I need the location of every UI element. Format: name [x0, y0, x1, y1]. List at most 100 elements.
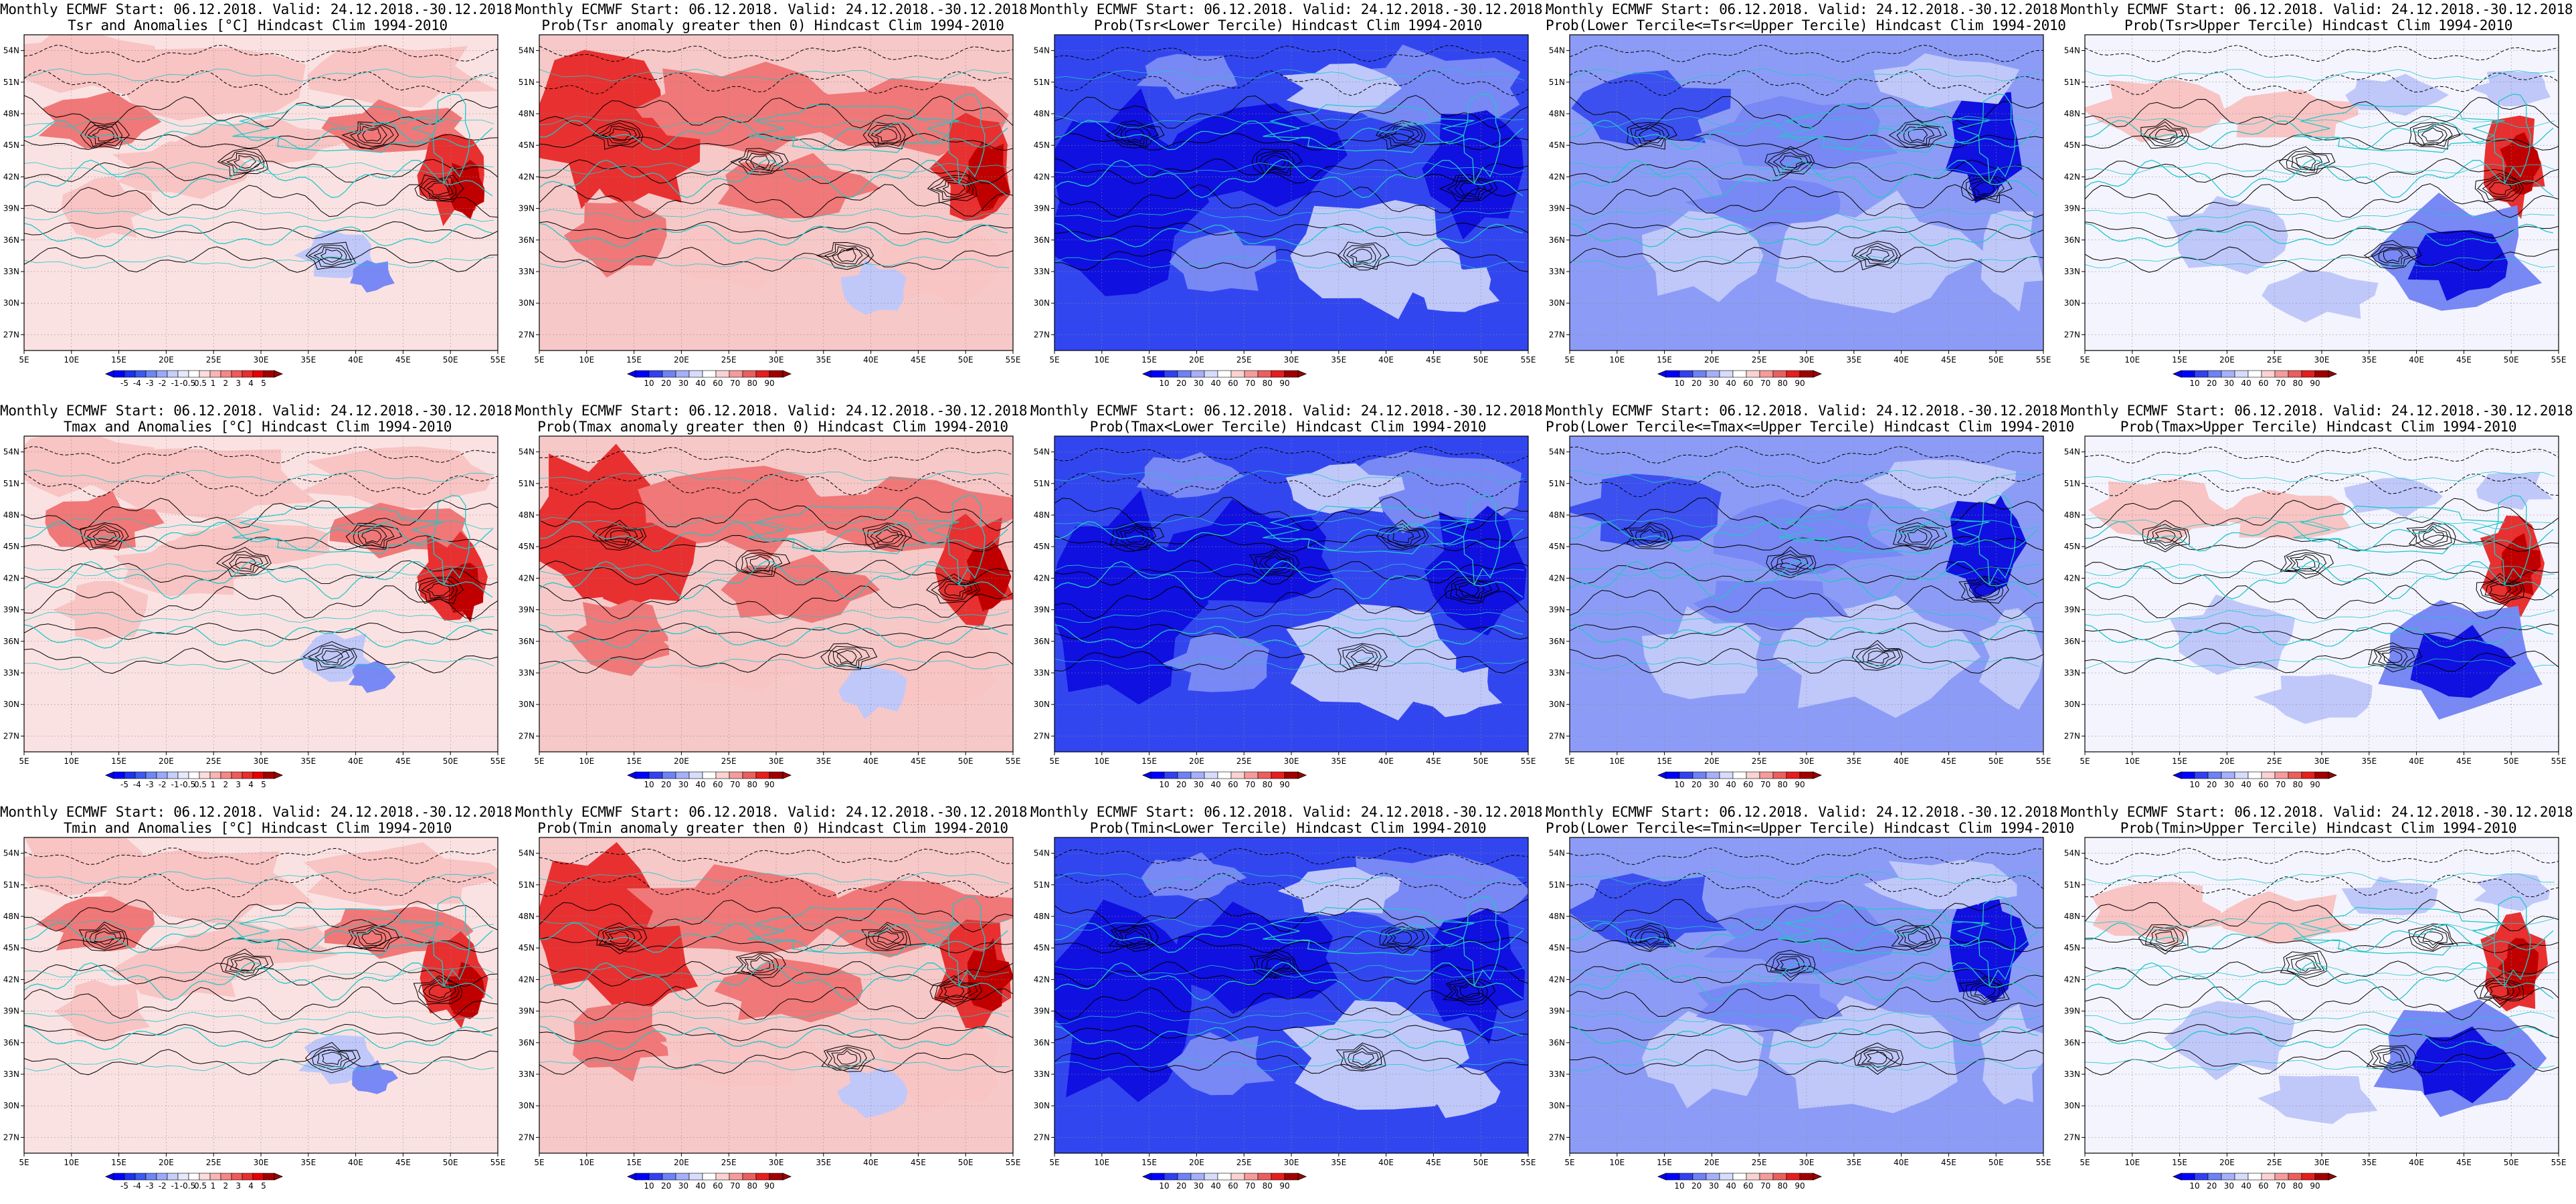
lat-tick-label: 33N: [2064, 668, 2080, 678]
map-frame: [1054, 837, 1529, 1154]
colorbar-label: 2: [223, 379, 228, 388]
colorbar-label: 60: [1743, 1181, 1753, 1191]
contour-line: [2085, 183, 2559, 218]
contour-ring: [426, 583, 451, 597]
colorbar-label: 30: [2224, 379, 2234, 388]
shaded-region: [52, 581, 149, 641]
colorbar-label: -0.5: [180, 379, 195, 388]
colorbar-high-arrow: [2328, 771, 2338, 779]
shaded-region: [575, 922, 699, 1007]
contour-line: [1054, 133, 1528, 150]
lon-tick-label: 50E: [1473, 757, 1489, 766]
contour-ring: [305, 241, 357, 270]
colorbar-swatch: [199, 771, 211, 779]
shaded-region: [1981, 210, 2043, 312]
contour-line: [24, 472, 498, 498]
lon-tick-label: 20E: [674, 757, 689, 766]
map-panel-tmax-middle: Monthly ECMWF Start: 06.12.2018. Valid: …: [1546, 401, 2074, 803]
colorbar-low-arrow: [1141, 370, 1152, 378]
country-border: [539, 163, 1010, 175]
contour-line: [24, 1023, 498, 1042]
shaded-region: [1772, 595, 1981, 718]
colorbar-swatch: [1177, 370, 1192, 378]
colorbar-label: 2: [223, 780, 228, 789]
lon-tick-label: 10E: [64, 355, 79, 365]
contour-line: [24, 936, 498, 953]
contour-ring: [1896, 926, 1936, 949]
colorbar-label: -5: [120, 1181, 128, 1191]
colorbar-high-arrow: [274, 370, 284, 378]
colorbar-swatch: [2234, 370, 2249, 378]
lon-tick-label: 40E: [1378, 1158, 1394, 1167]
coastline: [1570, 624, 2039, 649]
panel-title-line2: Prob(Tsr<Lower Tercile) Hindcast Clim 19…: [1093, 17, 1483, 33]
lon-tick-label: 15E: [626, 757, 642, 766]
lat-tick-label: 27N: [2064, 731, 2080, 740]
country-border: [1570, 68, 2040, 82]
contour-ring: [608, 128, 632, 142]
lat-tick-label: 27N: [3, 1132, 19, 1142]
lon-tick-label: 55E: [1006, 355, 1021, 365]
black-sea-coast: [747, 505, 959, 555]
contour-ring: [418, 577, 458, 603]
contour-ring: [1336, 1042, 1386, 1072]
map-panel-tsr-lower: Monthly ECMWF Start: 06.12.2018. Valid: …: [1030, 0, 1551, 401]
country-border: [1570, 256, 2040, 269]
colorbar-label: -0.5: [180, 780, 195, 789]
contour-line: [1570, 247, 2043, 273]
contour-ring: [361, 930, 383, 944]
colorbar-swatch: [1732, 1173, 1747, 1181]
coastline: [2085, 624, 2554, 649]
lat-tick-label: 42N: [2064, 172, 2080, 181]
contour-ring: [729, 148, 789, 176]
colorbar-low-arrow: [1141, 1173, 1152, 1181]
caspian-sea-coast: [1463, 94, 1501, 185]
country-border: [1054, 918, 1525, 931]
contour-ring: [2154, 530, 2176, 543]
colorbar-label: 70: [2276, 780, 2286, 789]
shaded-region: [1282, 63, 1402, 114]
country-border: [2085, 516, 2555, 530]
shaded-region: [61, 176, 153, 239]
colorbar-swatch: [263, 370, 275, 378]
colorbar-swatch: [188, 1173, 200, 1181]
colorbar-swatch: [1746, 370, 1760, 378]
lat-tick-label: 54N: [3, 849, 19, 858]
contour-line: [539, 648, 1013, 674]
lat-tick-label: 54N: [519, 849, 535, 858]
lat-tick-label: 27N: [2064, 330, 2080, 339]
lon-tick-label: 10E: [1094, 1158, 1109, 1167]
contour-ring: [1867, 650, 1890, 664]
lat-tick-label: 42N: [519, 975, 535, 984]
map-panel-tsr-anom: Monthly ECMWF Start: 06.12.2018. Valid: …: [0, 0, 521, 401]
lat-tick-label: 30N: [1549, 700, 1565, 709]
colorbar-swatch: [2314, 1173, 2329, 1181]
lon-tick-label: 35E: [1331, 757, 1346, 766]
lat-tick-label: 45N: [1549, 943, 1565, 952]
colorbar-swatch: [1679, 771, 1693, 779]
country-border: [24, 611, 494, 623]
colorbar-label: 3: [236, 1181, 241, 1191]
panel-title-line2: Prob(Tmax>Upper Tercile) Hindcast Clim 1…: [2120, 419, 2517, 435]
colorbar-swatch: [2301, 1173, 2316, 1181]
contour-ring: [2286, 150, 2330, 173]
country-border: [24, 563, 494, 577]
colorbar-label: 5: [261, 379, 266, 388]
panel-title-line1: Monthly ECMWF Start: 06.12.2018. Valid: …: [0, 1, 521, 17]
lon-tick-label: 50E: [1473, 1158, 1489, 1167]
colorbar-swatch: [1230, 370, 1245, 378]
colorbar: 10 20 30 40 60 70 80 90: [626, 370, 792, 388]
shaded-region: [112, 141, 252, 199]
lon-tick-label: 30E: [769, 355, 784, 365]
lon-tick-label: 30E: [1284, 757, 1299, 766]
lon-tick-label: 55E: [1006, 757, 1021, 766]
black-sea-coast: [1778, 906, 1990, 956]
contour-line: [1054, 872, 1528, 899]
colorbar-label: 90: [2310, 1181, 2320, 1191]
caspian-sea-coast: [432, 94, 470, 185]
colorbar-swatch: [1692, 370, 1707, 378]
colorbar-swatch: [113, 1173, 125, 1181]
lon-tick-label: 20E: [1189, 1158, 1204, 1167]
contour-ring: [229, 956, 262, 974]
lon-tick-label: 50E: [2504, 757, 2519, 766]
